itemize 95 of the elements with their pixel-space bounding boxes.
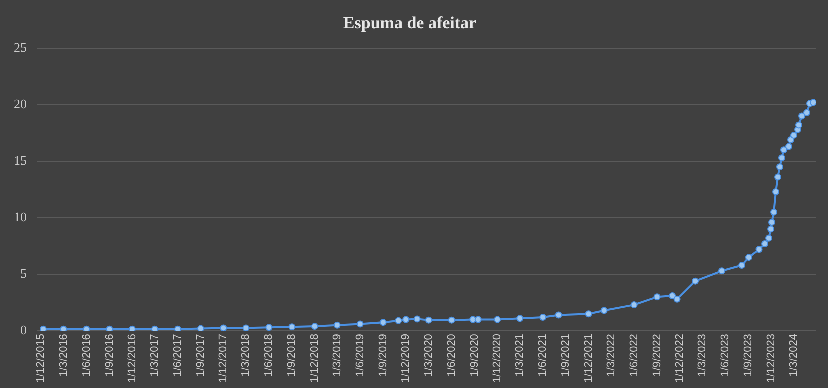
point — [414, 316, 421, 323]
point — [796, 122, 803, 129]
point — [790, 132, 798, 139]
point — [768, 226, 775, 233]
point — [766, 234, 773, 242]
chart-title: Espuma de afeitar — [343, 14, 478, 33]
x-tick-label: 1/6/2016 — [80, 334, 93, 377]
point — [654, 294, 661, 301]
x-tick-label: 1/3/2020 — [422, 334, 435, 377]
y-tick-label: 5 — [20, 266, 27, 281]
point — [174, 326, 182, 332]
point — [770, 208, 778, 216]
point — [395, 317, 402, 324]
point — [540, 314, 547, 321]
point — [788, 136, 795, 144]
point — [402, 316, 410, 324]
y-tick-label: 15 — [14, 152, 27, 168]
x-tick-label: 1/6/2023 — [720, 334, 732, 377]
x-tick-label: 1/3/2023 — [696, 334, 709, 377]
x-tick-label: 1/12/2021 — [582, 334, 595, 383]
point — [220, 324, 228, 332]
point — [83, 326, 90, 332]
point — [718, 268, 726, 275]
point — [60, 326, 68, 332]
x-tick-label: 1/12/2018 — [308, 334, 321, 383]
x-tick-label: 1/9/2023 — [742, 334, 755, 377]
point — [762, 240, 769, 248]
x-tick-label: 1/9/2021 — [560, 334, 572, 377]
x-tick-label: 1/9/2022 — [651, 334, 664, 377]
point — [780, 146, 788, 154]
y-tick-label: 20 — [14, 96, 27, 112]
x-tick-label: 1/6/2020 — [446, 334, 458, 377]
point — [242, 324, 250, 332]
point — [425, 316, 432, 324]
point — [356, 320, 364, 328]
point — [288, 324, 296, 331]
point — [266, 324, 273, 332]
y-tick-label: 0 — [20, 322, 27, 338]
point — [555, 312, 562, 319]
point — [600, 307, 608, 314]
point — [197, 325, 204, 332]
point — [692, 278, 700, 285]
x-tick-label: 1/6/2022 — [628, 334, 640, 377]
point — [334, 322, 341, 329]
x-tick-label: 1/9/2017 — [194, 334, 207, 377]
x-tick-label: 1/12/2017 — [218, 334, 230, 383]
point — [448, 316, 456, 324]
y-tick-label: 25 — [14, 40, 27, 55]
x-tick-label: 1/9/2020 — [468, 334, 481, 377]
point — [804, 109, 811, 116]
point — [798, 112, 806, 120]
x-tick-label: 1/6/2021 — [537, 334, 550, 377]
x-tick-label: 1/12/2022 — [674, 334, 686, 383]
point — [40, 326, 47, 332]
x-tick-label: 1/12/2015 — [35, 334, 48, 383]
point — [746, 254, 753, 262]
point — [786, 143, 793, 150]
x-tick-label: 1/9/2016 — [104, 334, 116, 377]
point — [106, 326, 114, 332]
y-tick-label: 10 — [14, 209, 27, 224]
point — [756, 246, 763, 254]
x-tick-label: 1/3/2024 — [788, 334, 800, 377]
point — [774, 174, 782, 181]
point — [585, 310, 592, 318]
point — [674, 296, 681, 303]
x-tick-label: 1/3/2021 — [514, 334, 526, 377]
x-tick-label: 1/3/2019 — [331, 334, 344, 377]
x-tick-label: 1/12/2020 — [492, 334, 504, 383]
point — [494, 316, 502, 324]
x-tick-label: 1/6/2018 — [263, 334, 276, 377]
x-tick-label: 1/3/2016 — [58, 334, 70, 377]
x-tick-label: 1/9/2018 — [286, 334, 298, 377]
point — [738, 262, 746, 269]
x-tick-label: 1/3/2017 — [148, 334, 161, 377]
point — [474, 316, 482, 324]
point — [128, 326, 136, 332]
x-tick-label: 1/12/2023 — [765, 334, 778, 383]
x-tick-label: 1/6/2019 — [354, 334, 366, 377]
point — [768, 219, 776, 226]
point — [630, 302, 638, 309]
point — [776, 164, 784, 171]
x-tick-label: 1/3/2018 — [240, 334, 252, 377]
x-tick-label: 1/12/2019 — [400, 334, 412, 383]
point — [669, 292, 676, 300]
point — [151, 326, 158, 332]
point — [516, 315, 524, 322]
point — [778, 154, 786, 162]
x-tick-label: 1/6/2017 — [172, 334, 184, 377]
point — [380, 319, 387, 326]
point — [311, 323, 318, 330]
point — [772, 188, 780, 196]
x-tick-label: 1/9/2019 — [377, 334, 390, 377]
x-tick-label: 1/12/2016 — [126, 334, 138, 383]
x-tick-label: 1/3/2022 — [605, 334, 618, 377]
point — [810, 99, 816, 106]
